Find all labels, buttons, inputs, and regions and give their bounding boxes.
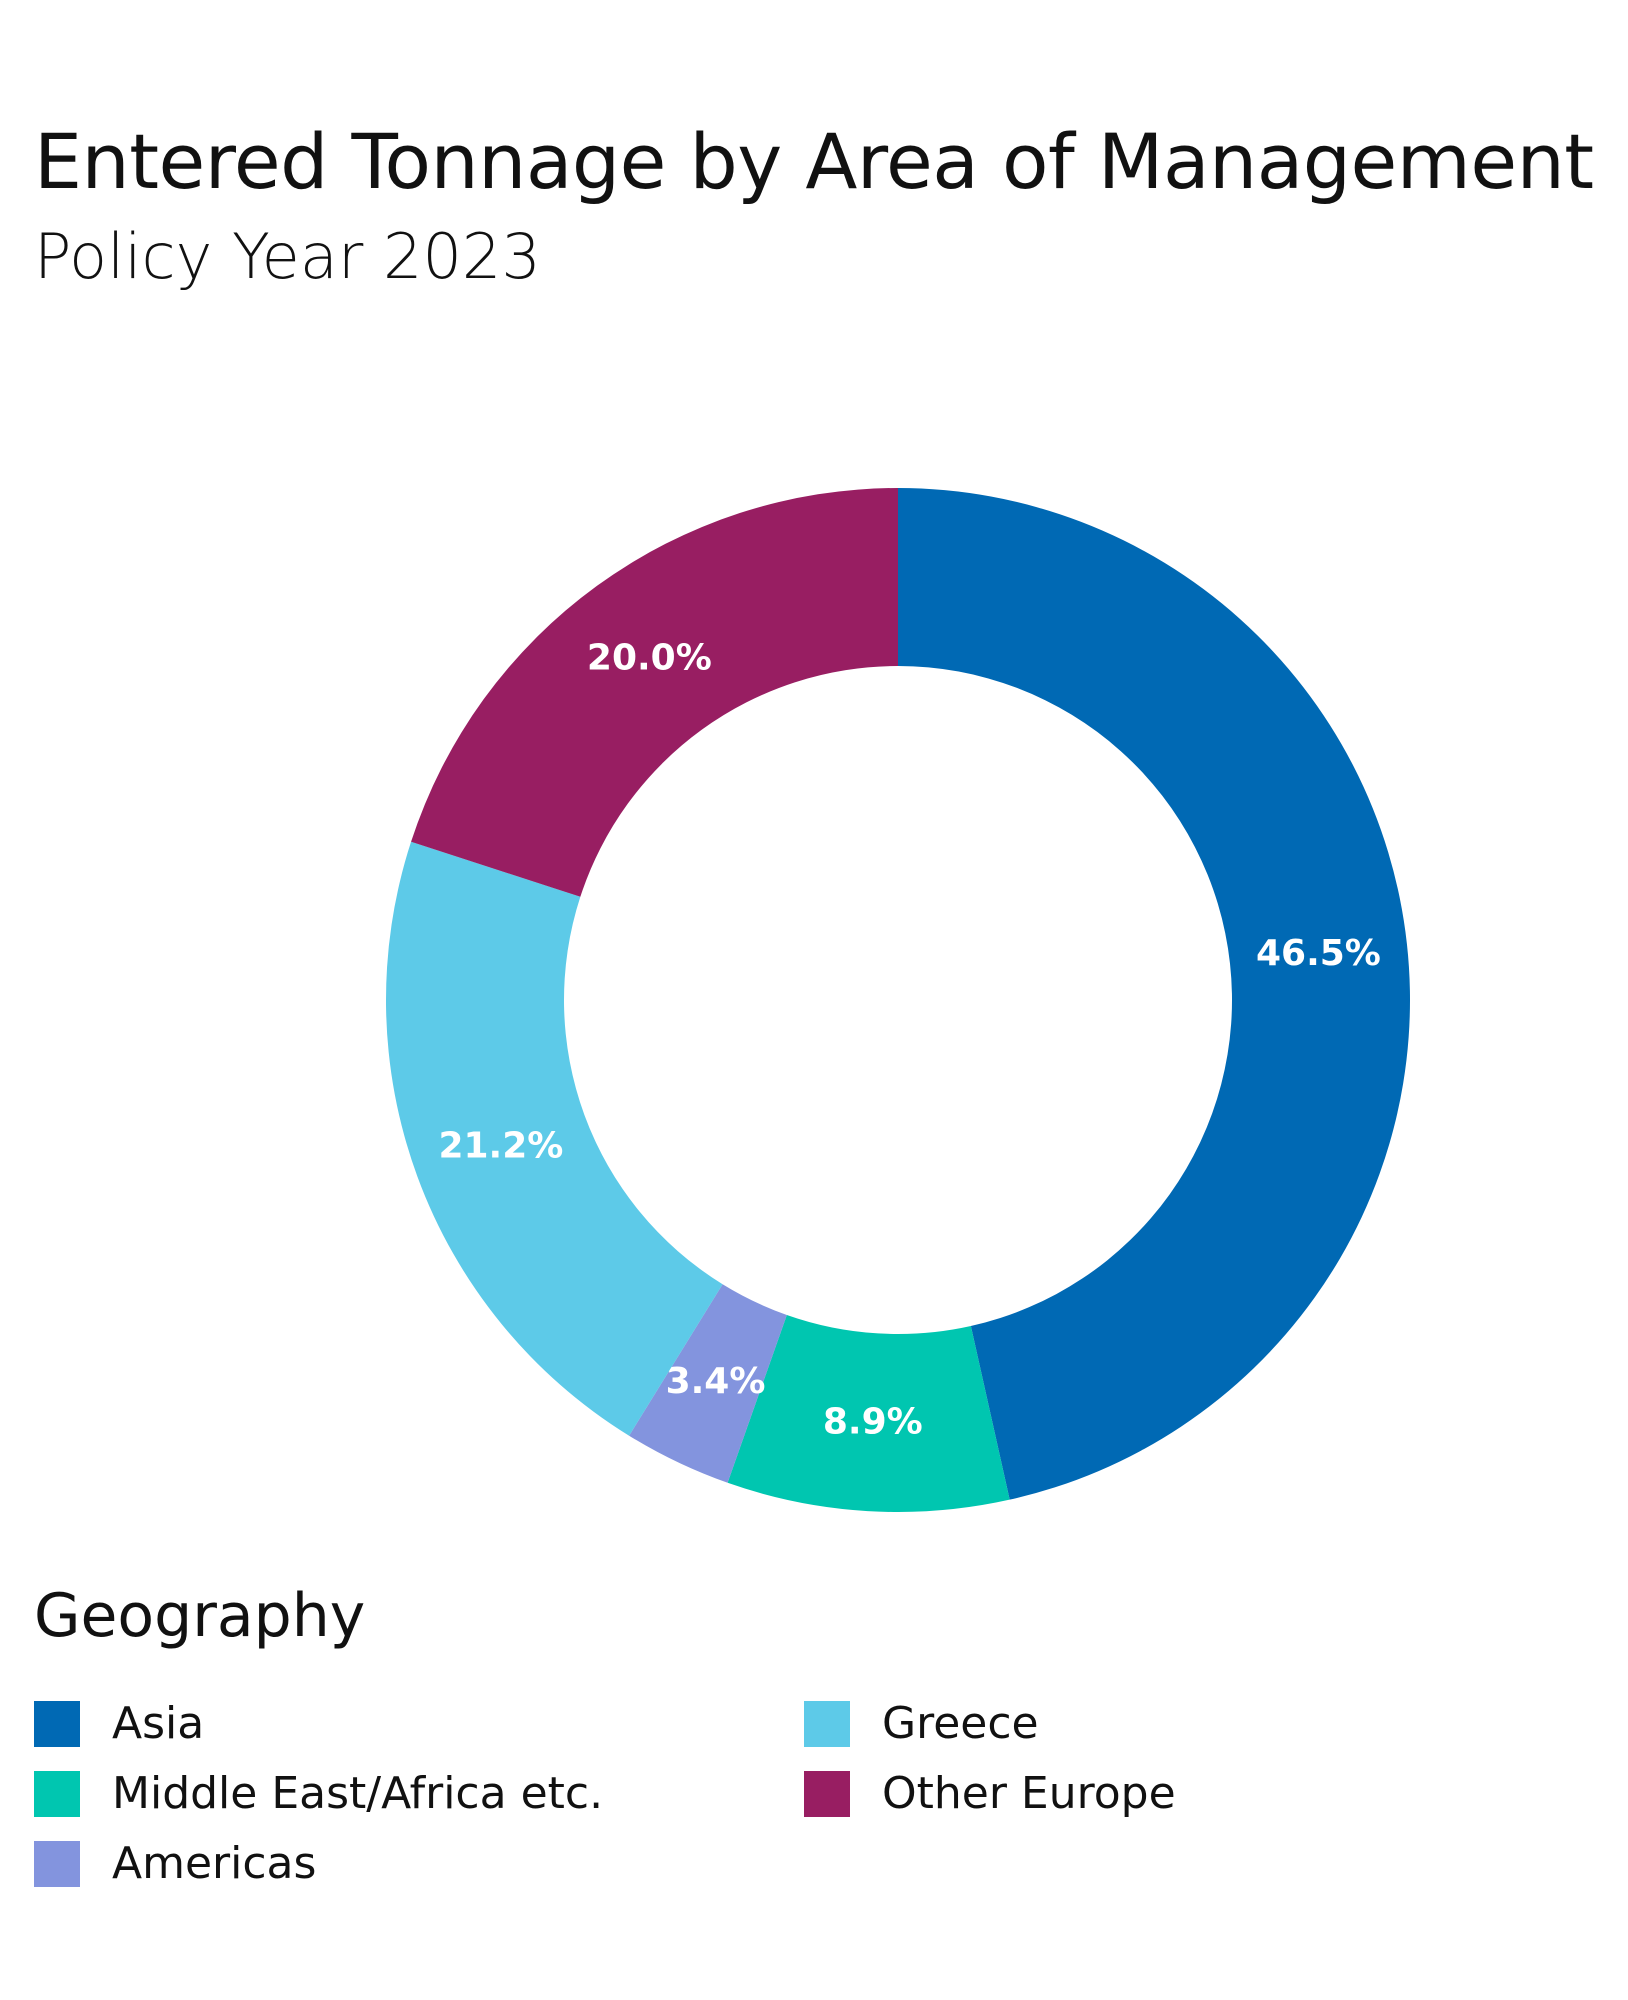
data-label-other-europe: 20.0% <box>587 637 712 678</box>
slice-middle-east-africa-etc <box>727 1314 1010 1512</box>
legend-item-asia: Asia <box>34 1700 204 1748</box>
legend-label-greece: Greece <box>882 1698 1039 1749</box>
slice-other-europe <box>411 488 898 897</box>
data-label-asia: 46.5% <box>1256 933 1381 974</box>
legend-item-middle-east-africa: Middle East/Africa etc. <box>34 1770 603 1818</box>
legend-label-other-europe: Other Europe <box>882 1768 1176 1819</box>
legend-label-americas: Americas <box>112 1838 317 1889</box>
legend-swatch-greece <box>804 1701 850 1747</box>
legend-swatch-middle-east-africa <box>34 1771 80 1817</box>
chart-subtitle: Policy Year 2023 <box>34 220 541 293</box>
legend-swatch-asia <box>34 1701 80 1747</box>
legend-item-other-europe: Other Europe <box>804 1770 1176 1818</box>
legend-label-asia: Asia <box>112 1698 205 1749</box>
legend-label-middle-east-africa: Middle East/Africa etc. <box>112 1768 604 1819</box>
legend: Asia Greece Middle East/Africa etc. Othe… <box>34 1700 1334 1910</box>
data-label-greece: 21.2% <box>438 1125 563 1166</box>
slice-greece <box>385 841 723 1436</box>
data-label-middle-east-africa-etc: 8.9% <box>823 1402 923 1443</box>
data-label-americas: 3.4% <box>666 1361 766 1402</box>
legend-title: Geography <box>34 1581 366 1651</box>
legend-item-greece: Greece <box>804 1700 1039 1748</box>
slice-americas <box>629 1284 787 1483</box>
chart-title: Entered Tonnage by Area of Management <box>34 117 1594 206</box>
slice-asia <box>898 488 1411 1500</box>
legend-swatch-other-europe <box>804 1771 850 1817</box>
legend-item-americas: Americas <box>34 1840 316 1888</box>
legend-swatch-americas <box>34 1841 80 1887</box>
